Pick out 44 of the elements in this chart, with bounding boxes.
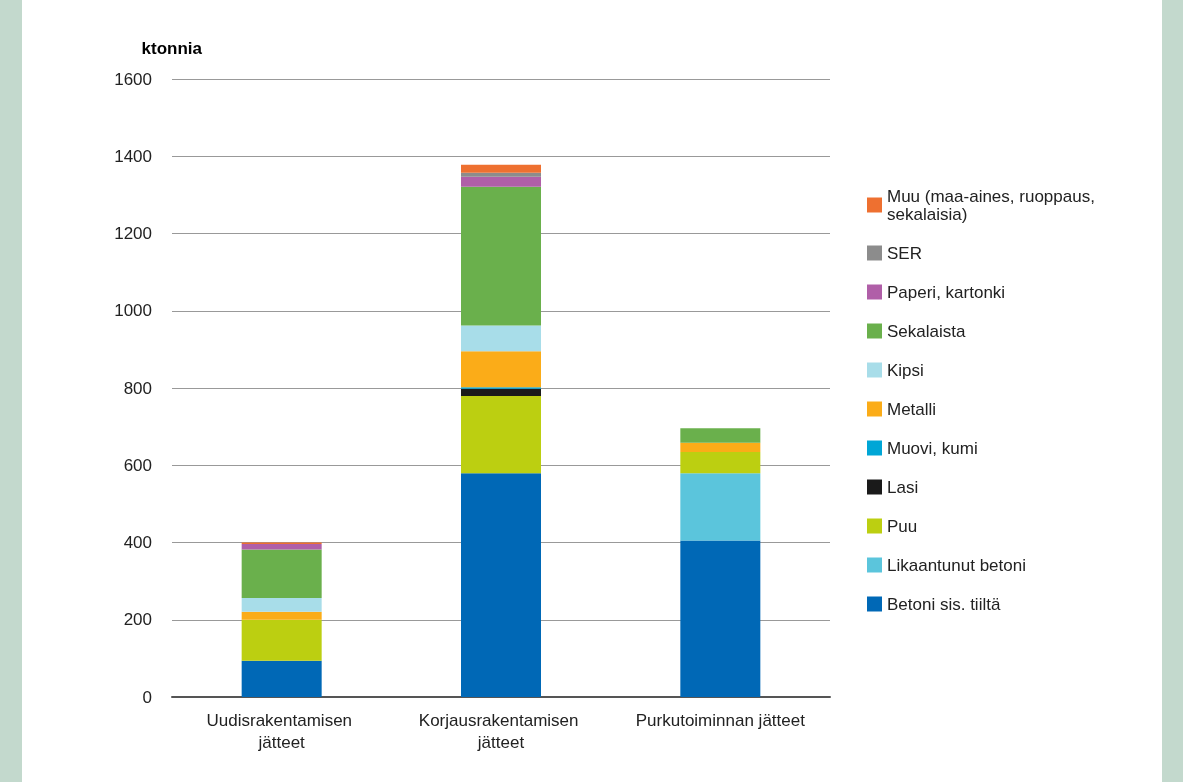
bar <box>680 442 761 453</box>
x-tick-label: Korjausrakentamisen jätteet <box>418 710 584 752</box>
y-tick-label: 1200 <box>114 224 152 243</box>
bar <box>680 540 761 697</box>
bar <box>461 186 541 326</box>
bar <box>461 176 541 187</box>
y-tick-label: 400 <box>123 533 152 552</box>
legend-label: SER <box>887 243 922 263</box>
bar <box>680 452 761 474</box>
bar <box>461 473 541 697</box>
x-tick-label: Uudisrakentamisen jätteet <box>206 710 357 752</box>
bar <box>461 172 541 177</box>
bar <box>680 428 761 443</box>
legend-label: Puu <box>887 516 918 536</box>
y-tick-label: 800 <box>123 378 152 398</box>
y-tick-label: 1400 <box>114 146 152 166</box>
bar <box>680 473 761 541</box>
legend-label: Sekalaista <box>887 321 966 341</box>
bar <box>461 164 541 173</box>
y-tick-label: 200 <box>123 610 152 630</box>
y-tick-label: 1000 <box>114 301 152 321</box>
legend-label: Paperi, kartonki <box>887 282 1006 302</box>
legend-label: Lasi <box>887 477 919 497</box>
y-axis-title: ktonnia <box>141 39 203 58</box>
bar <box>241 598 322 612</box>
legend-label: Kipsi <box>887 360 924 380</box>
legend-label: Likaantunut betoni <box>887 555 1026 575</box>
bar <box>241 544 322 550</box>
y-tick-label: 600 <box>123 455 152 475</box>
bar <box>461 325 541 352</box>
legend-label: Betoni sis. tiiltä <box>887 594 1001 614</box>
legend-label: Metalli <box>887 399 937 419</box>
bar <box>241 611 322 620</box>
y-tick-label: 0 <box>142 687 152 707</box>
y-tick-label: 1600 <box>114 69 152 89</box>
bar <box>241 619 322 661</box>
bar <box>461 396 541 474</box>
legend-label: Muovi, kumi <box>887 438 978 458</box>
bar <box>241 660 322 697</box>
legend-label: Muu (maa-aines, ruoppaus, sekalaisia) <box>887 186 1100 224</box>
bar <box>461 388 541 397</box>
x-tick-label: Purkutoiminnan jätteet <box>635 710 806 730</box>
bar <box>461 351 541 388</box>
bar <box>241 549 322 599</box>
